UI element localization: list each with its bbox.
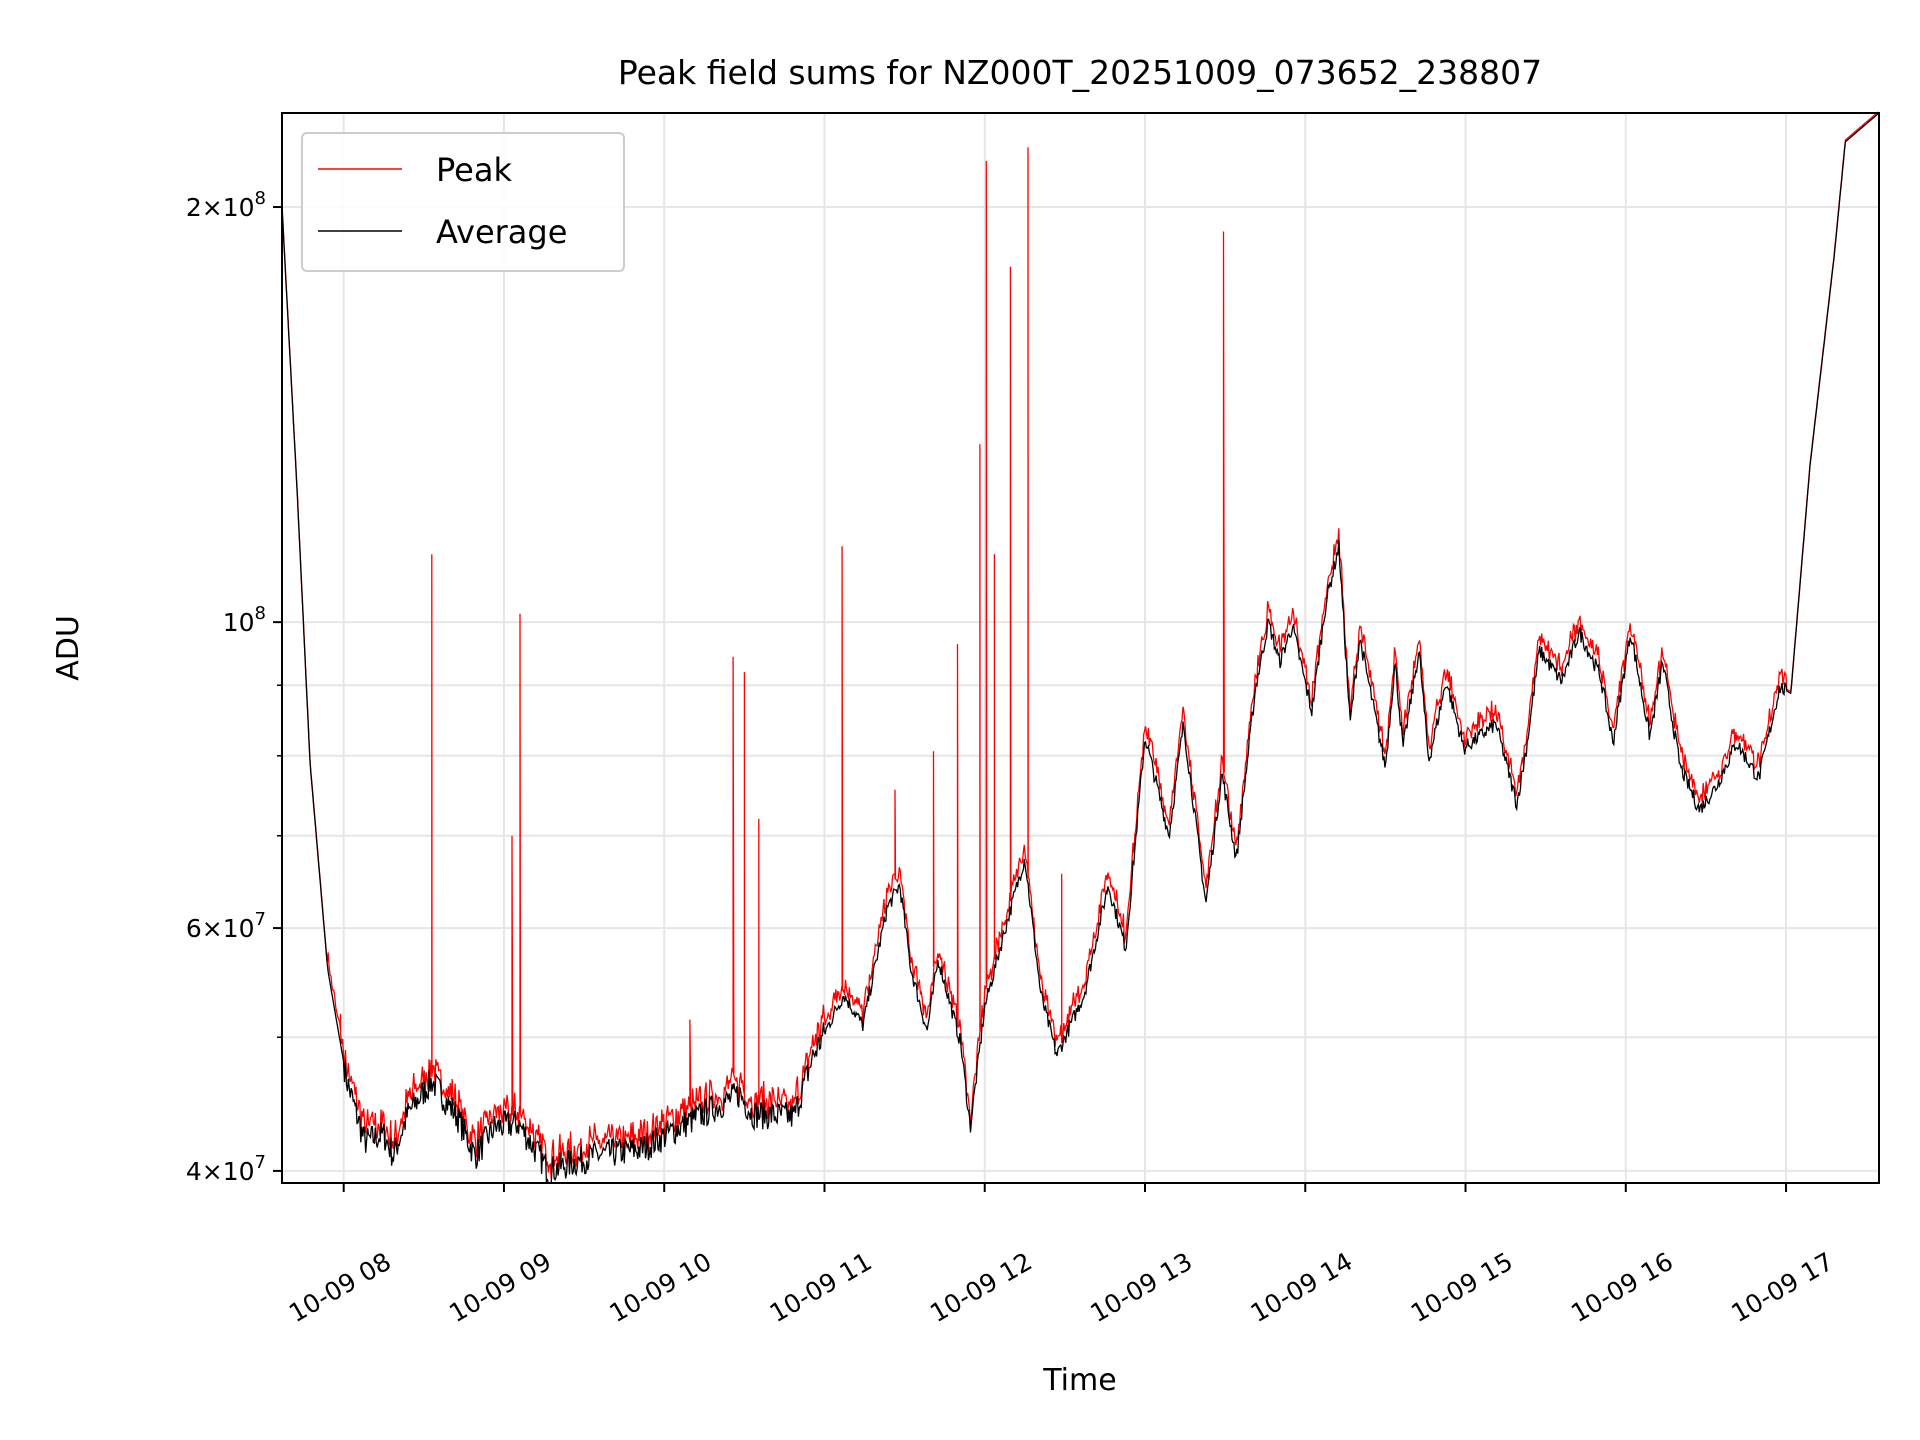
- x-tick-label: 10-09 14: [1246, 1247, 1358, 1328]
- x-tick-label: 10-09 09: [444, 1247, 556, 1328]
- x-tick-label: 10-09 17: [1726, 1247, 1838, 1328]
- y-axis-ticks: 2×108 108 6×107 4×107: [186, 188, 282, 1186]
- x-axis-ticks: 10-09 08 10-09 09 10-09 10 10-09 11 10-09 12…: [284, 1183, 1838, 1328]
- x-tick-label: 10-09 13: [1085, 1247, 1197, 1328]
- legend-peak-label: Peak: [436, 151, 512, 189]
- x-tick-label: 10-09 08: [284, 1247, 396, 1328]
- y-tick-label: 108: [223, 603, 266, 637]
- y-axis-label: ADU: [51, 615, 86, 681]
- chart-title: Peak field sums for NZ000T_20251009_0736…: [618, 53, 1542, 92]
- x-tick-label: 10-09 15: [1406, 1247, 1518, 1328]
- x-tick-label: 10-09 12: [925, 1247, 1037, 1328]
- legend-box: [301, 132, 625, 272]
- axes-frame: [281, 112, 1880, 1184]
- x-axis-label: Time: [1042, 1363, 1116, 1398]
- x-tick-label: 10-09 10: [605, 1247, 717, 1328]
- y-tick-label: 6×107: [186, 909, 266, 943]
- y-tick-label: 4×107: [186, 1152, 266, 1186]
- legend-average-label: Average: [436, 213, 567, 251]
- y-tick-label: 2×108: [186, 188, 266, 222]
- grid: [282, 113, 1879, 1183]
- legend: Peak Average: [301, 132, 625, 272]
- x-tick-label: 10-09 11: [765, 1247, 877, 1328]
- x-tick-label: 10-09 16: [1566, 1247, 1678, 1328]
- plot-area: [281, 111, 1879, 1184]
- average-series-line: [281, 113, 1879, 1184]
